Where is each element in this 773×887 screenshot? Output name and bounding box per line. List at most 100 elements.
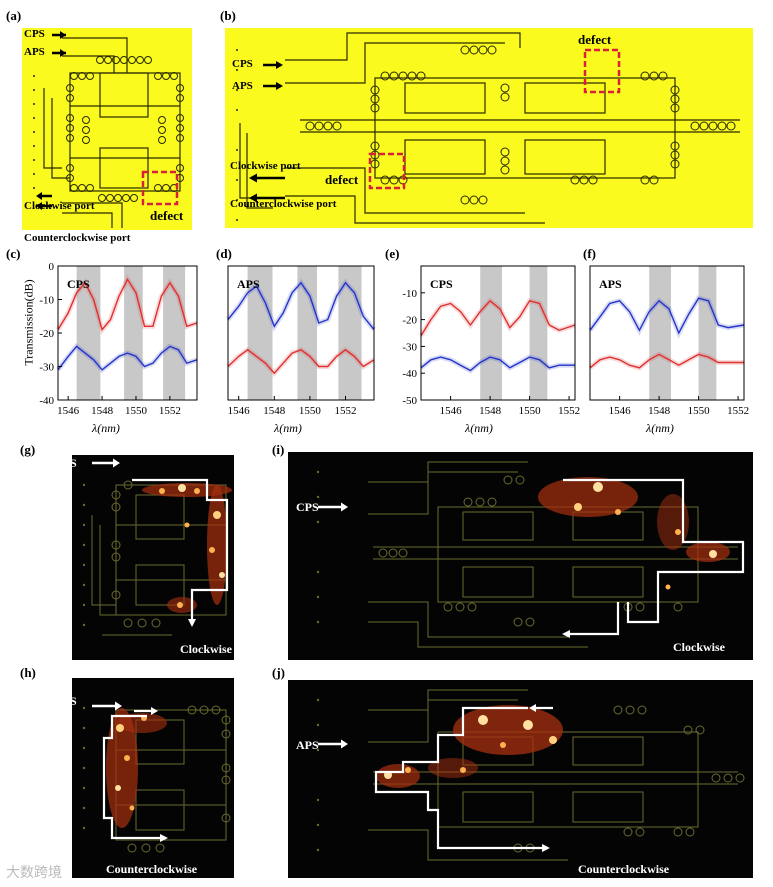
series-label-f: APS bbox=[599, 277, 622, 291]
plot-frame-d bbox=[227, 265, 375, 401]
series-label-e: CPS bbox=[430, 277, 453, 291]
plot-frame-f bbox=[589, 265, 745, 401]
panel-label-g: (g) bbox=[20, 442, 36, 457]
panel-label-h: (h) bbox=[20, 665, 36, 680]
series-line-d-0 bbox=[227, 281, 375, 331]
defect-box-b-top bbox=[583, 48, 621, 94]
spectrum-chart-f: APS 1546 1548 1550 1552 λ(nm) bbox=[587, 265, 749, 435]
chip-image-b bbox=[225, 28, 753, 228]
series-line-e-1 bbox=[420, 356, 575, 372]
x-tick-label-d-2: 1550 bbox=[299, 405, 322, 417]
cps-label-b: CPS bbox=[232, 58, 253, 70]
direction-label-h: Counterclockwise bbox=[106, 862, 198, 876]
gray-band-e-1 bbox=[529, 266, 548, 400]
defect-label-b-top: defect bbox=[578, 32, 612, 47]
micrograph-h bbox=[72, 678, 234, 878]
series-line-c-1 bbox=[57, 345, 198, 371]
scatter-hotspots-j bbox=[376, 705, 563, 788]
source-label-h: APS bbox=[54, 694, 77, 708]
x-tick-label-c-0: 1546 bbox=[57, 405, 80, 417]
clockwise-port-label-b: Clockwise port bbox=[230, 160, 301, 172]
clockwise-path-arrow-g bbox=[132, 478, 229, 620]
y-tick-label-e-0: -10 bbox=[402, 288, 417, 300]
spectrum-chart-e: CPS 1546 1548 1550 1552 -10 -20 -30 -40 -50 λ(nm) bbox=[402, 265, 580, 435]
scattering-image-j bbox=[316, 689, 745, 861]
gray-band-e-0 bbox=[480, 266, 502, 400]
gray-band-f-1 bbox=[698, 266, 717, 400]
x-tick-label-c-3: 1552 bbox=[159, 405, 181, 417]
x-tick-label-f-3: 1552 bbox=[727, 405, 749, 417]
micrograph-g bbox=[72, 455, 234, 660]
cps-label-a: CPS bbox=[24, 28, 45, 40]
direction-label-i: Clockwise bbox=[673, 640, 725, 654]
source-label-g: CPS bbox=[54, 456, 77, 470]
micrograph-j bbox=[288, 680, 753, 878]
panel-label-j: (j) bbox=[272, 665, 285, 680]
scatter-hotspots-i bbox=[538, 477, 730, 590]
x-axis-label-f: λ(nm) bbox=[645, 421, 674, 435]
gray-band-d-2 bbox=[338, 266, 362, 400]
clockwise-path-arrow-i bbox=[563, 478, 745, 636]
y-tick-label-e-1: -20 bbox=[402, 315, 417, 327]
spectrum-chart-d: APS 1546 1548 1550 1552 λ(nm) bbox=[226, 265, 376, 435]
panel-label-c: (c) bbox=[6, 246, 21, 261]
series-label-d: APS bbox=[237, 277, 260, 291]
panel-label-b: (b) bbox=[220, 8, 236, 23]
y-tick-label-c-1: -10 bbox=[39, 295, 54, 307]
panel-label-e: (e) bbox=[385, 246, 400, 261]
series-line-d-1 bbox=[227, 348, 375, 375]
gray-band-d-1 bbox=[297, 266, 318, 400]
x-tick-label-d-0: 1546 bbox=[228, 405, 251, 417]
scattering-image-h bbox=[82, 701, 231, 853]
panel-label-d: (d) bbox=[216, 246, 232, 261]
x-tick-label-d-3: 1552 bbox=[335, 405, 357, 417]
defect-box-b-left bbox=[368, 152, 406, 190]
series-line-f-0 bbox=[589, 297, 745, 335]
watermark: 大数跨境 bbox=[6, 865, 62, 881]
counterclockwise-path-arrow-j bbox=[374, 706, 543, 850]
y-tick-label-c-3: -30 bbox=[39, 362, 54, 374]
chip-image-a bbox=[22, 28, 192, 230]
panel-label-f: (f) bbox=[583, 246, 596, 261]
spectrum-chart-c: CPS 1546 1548 1550 1552 0 -10 -20 -30 -40 λ(nm) bbox=[39, 261, 198, 435]
x-tick-label-c-1: 1548 bbox=[91, 405, 114, 417]
x-tick-label-f-1: 1548 bbox=[648, 405, 671, 417]
gray-band-c-0 bbox=[76, 266, 101, 400]
defect-box-a bbox=[141, 170, 179, 206]
series-line-e-0 bbox=[420, 299, 576, 337]
y-tick-label-e-2: -30 bbox=[402, 341, 417, 353]
y-tick-label-c-2: -20 bbox=[39, 328, 54, 340]
x-axis-label-c: λ(nm) bbox=[91, 421, 120, 435]
defect-label-a: defect bbox=[150, 208, 184, 223]
scattering-image-g bbox=[82, 458, 232, 636]
x-axis-label-e: λ(nm) bbox=[464, 421, 493, 435]
direction-label-g: Clockwise bbox=[180, 642, 232, 656]
direction-label-j: Counterclockwise bbox=[578, 862, 670, 876]
series-label-c: CPS bbox=[67, 277, 90, 291]
y-tick-label-e-3: -40 bbox=[402, 368, 417, 380]
waveguide-layout-b bbox=[236, 32, 740, 224]
series-line-f-1 bbox=[589, 353, 744, 369]
panel-label-i: (i) bbox=[272, 442, 285, 457]
counterclockwise-port-label-a: Counterclockwise port bbox=[24, 232, 131, 244]
x-tick-label-d-1: 1548 bbox=[263, 405, 286, 417]
y-tick-label-c-4: -40 bbox=[39, 395, 54, 407]
scatter-hotspots-g bbox=[142, 483, 232, 613]
defect-label-b-left: defect bbox=[325, 172, 359, 187]
scattering-image-i bbox=[316, 461, 745, 648]
micrograph-i bbox=[288, 452, 753, 660]
x-tick-label-f-0: 1546 bbox=[609, 405, 632, 417]
y-tick-label-e-4: -50 bbox=[402, 395, 417, 407]
aps-label-a: APS bbox=[24, 46, 45, 58]
gray-band-f-0 bbox=[649, 266, 671, 400]
counterclockwise-path-arrow-h bbox=[102, 714, 162, 840]
source-label-j: APS bbox=[296, 738, 319, 752]
scatter-hotspots-h bbox=[106, 708, 167, 828]
series-line-c-0 bbox=[57, 277, 198, 332]
source-label-i: CPS bbox=[296, 500, 319, 514]
y-tick-label-c-0: 0 bbox=[49, 261, 55, 273]
x-tick-label-e-2: 1550 bbox=[519, 405, 542, 417]
x-tick-label-e-3: 1552 bbox=[558, 405, 580, 417]
waveguide-layout-a bbox=[33, 31, 184, 228]
x-tick-label-e-0: 1546 bbox=[440, 405, 463, 417]
